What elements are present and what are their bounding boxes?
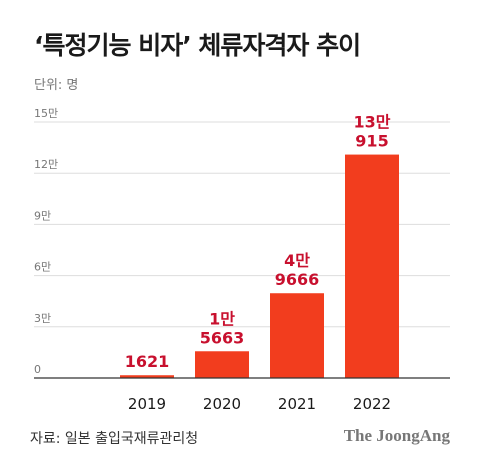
bars: [120, 154, 399, 378]
bar-2021: [270, 293, 324, 378]
x-tick-label: 2021: [278, 395, 316, 413]
bar-2019: [120, 375, 174, 378]
bar-2020: [195, 351, 249, 378]
unit-label: 단위: 명: [34, 78, 79, 93]
x-tick-label: 2022: [353, 395, 391, 413]
data-label: 9666: [275, 270, 320, 289]
x-tick-label: 2020: [203, 395, 241, 413]
data-label: 1621: [125, 352, 170, 371]
y-tick-label: 15만: [34, 107, 58, 120]
y-tick-label: 6만: [34, 261, 51, 274]
source-note: 자료: 일본 출입국재류관리청: [30, 431, 199, 447]
bar-2022: [345, 154, 399, 378]
x-axis-ticks: 2019 2020 2021 2022: [128, 395, 391, 413]
chart-title: ‘특정기능 비자’ 체류자격자 추이: [34, 31, 361, 60]
brand-logo: The JoongAng: [343, 426, 450, 445]
y-axis-ticks: 0 3만 6만 9만 12만 15만: [34, 107, 58, 376]
y-tick-label: 12만: [34, 158, 58, 171]
data-label: 13만: [354, 113, 391, 132]
y-tick-label: 0: [34, 363, 41, 376]
data-label: 4만: [284, 251, 310, 270]
y-tick-label: 9만: [34, 209, 51, 222]
data-label: 915: [355, 132, 388, 151]
data-label: 5663: [200, 328, 245, 347]
y-tick-label: 3만: [34, 312, 51, 325]
x-tick-label: 2019: [128, 395, 166, 413]
data-label: 1만: [209, 309, 235, 328]
